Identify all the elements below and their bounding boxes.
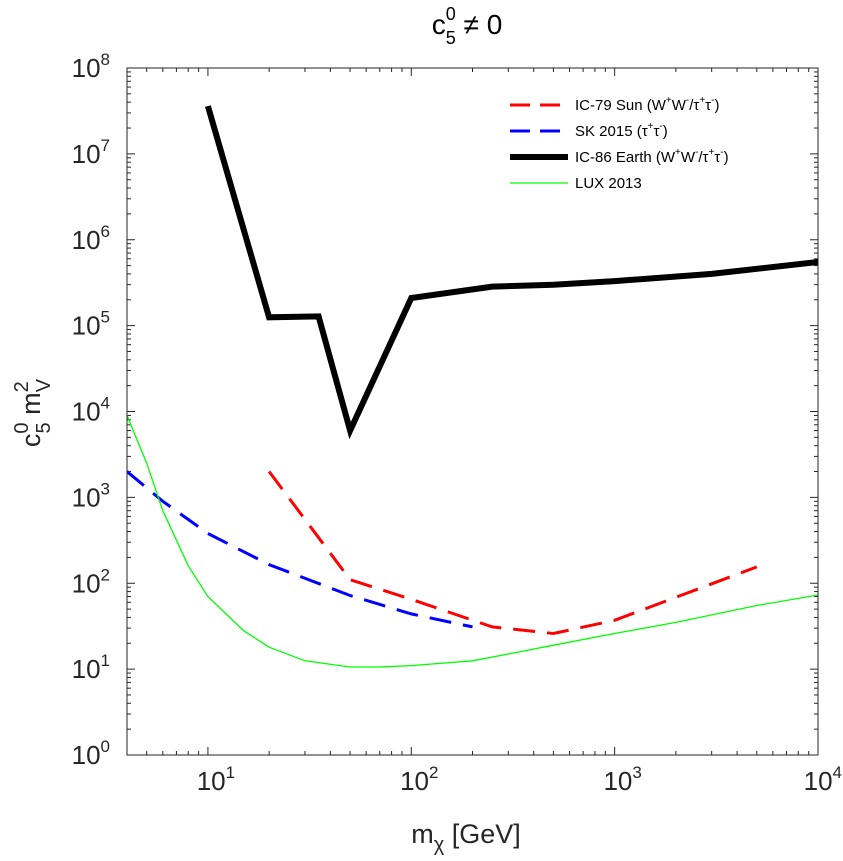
x-label-rest: [GeV] — [444, 819, 521, 849]
y-tick-label: 100 — [72, 737, 110, 770]
x-tick-label: 101 — [197, 763, 235, 796]
x-axis-label: mχ [GeV] — [411, 819, 521, 856]
axes-box — [126, 67, 819, 756]
x-tick-label: 103 — [603, 763, 641, 796]
x-label-sub: χ — [434, 834, 445, 856]
y-tick-label: 104 — [72, 394, 110, 427]
y-tick-label: 103 — [72, 479, 110, 512]
y-tick-label: 106 — [72, 222, 110, 255]
title-base: c — [432, 9, 446, 40]
x-tick-label: 104 — [804, 763, 842, 796]
y-label-m-sub: V — [33, 378, 55, 392]
y-label-c-sub: 5 — [33, 422, 55, 433]
x-tick-label: 102 — [400, 763, 438, 796]
series-line-4 — [127, 415, 818, 668]
series-line-3 — [205, 105, 818, 440]
y-label-m-sup: 2 — [11, 381, 33, 392]
y-label-c: c — [16, 434, 46, 448]
y-tick-label: 108 — [72, 50, 110, 83]
series-line-2 — [127, 470, 473, 629]
title-sup: 0 — [446, 4, 456, 24]
legend-entry-label: LUX 2013 — [575, 175, 642, 192]
series-layer — [127, 105, 818, 668]
chart-title: c0 5 ≠ 0 — [432, 4, 503, 48]
y-tick-label: 101 — [72, 651, 110, 684]
legend-entry-label: IC-79 Sun (W+W-/τ+τ-) — [575, 95, 719, 114]
y-tick-label: 102 — [72, 565, 110, 598]
title-sub: 5 — [446, 28, 456, 48]
y-tick-label: 105 — [72, 308, 110, 341]
y-axis-label: c05 m2V — [11, 378, 55, 447]
y-tick-label: 107 — [72, 136, 110, 169]
y-label-c-sup: 0 — [11, 422, 33, 433]
legend-entry-label: IC-86 Earth (W+W-/τ+τ-) — [575, 147, 729, 166]
title-rest: ≠ 0 — [456, 9, 503, 40]
x-label-base: m — [411, 819, 434, 849]
y-label-m: m — [16, 392, 46, 422]
axis-ticks: 101 102 103 104 100 101 102 103 104 105 106 107 108 — [72, 50, 842, 796]
series-line-1 — [267, 470, 758, 636]
legend-entry-label: SK 2015 (τ+τ-) — [575, 121, 668, 140]
legend: IC-79 Sun (W+W-/τ+τ-) SK 2015 (τ+τ-) IC-86… — [510, 95, 729, 192]
